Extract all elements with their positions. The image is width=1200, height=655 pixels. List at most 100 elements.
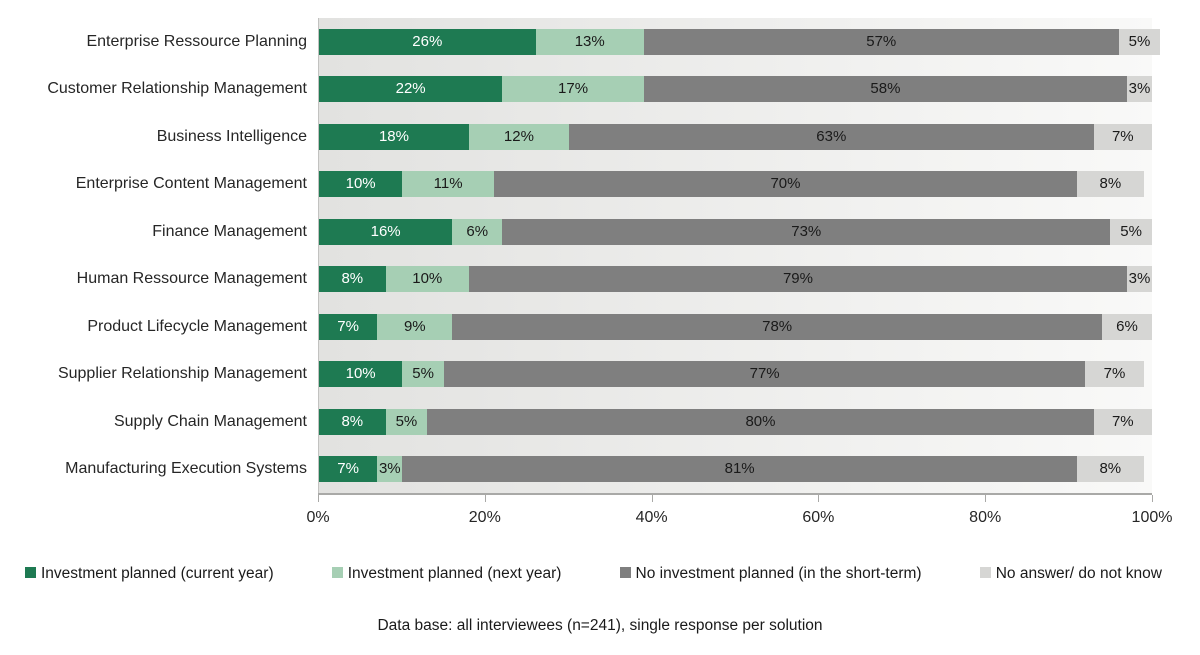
x-axis-tick-label: 20% <box>468 509 501 526</box>
bar-segment-investment-planned-current-year: 22% <box>319 76 503 103</box>
bar-segment-investment-planned-next-year: 11% <box>402 171 494 198</box>
value-label: 77% <box>749 365 780 383</box>
bar-row-finance-management: 16% 6% 73% 5% <box>319 208 1152 256</box>
legend-item-investment-planned-next-year: Investment planned (next year) <box>331 565 562 583</box>
value-label: 5% <box>395 412 418 430</box>
category-label-supplier-relationship-management: Supplier Relationship Management <box>57 365 307 383</box>
bar-segment-no-answer-do-not-know: 3% <box>1126 76 1152 103</box>
bar-segment-no-investment-planned-in-the-short-term: 63% <box>568 123 1094 150</box>
bar-row-enterprise-content-management: 10% 11% 70% 8% <box>319 161 1152 209</box>
legend-label: No answer/ do not know <box>995 565 1162 582</box>
value-label: 80% <box>745 412 776 430</box>
value-label: 7% <box>1111 412 1134 430</box>
value-label: 16% <box>370 222 401 240</box>
bar-segment-investment-planned-current-year: 10% <box>319 171 403 198</box>
bar-segment-investment-planned-next-year: 13% <box>535 28 644 55</box>
value-label: 81% <box>724 460 755 478</box>
legend-item-investment-planned-current-year: Investment planned (current year) <box>25 565 274 583</box>
bar-segment-no-investment-planned-in-the-short-term: 57% <box>643 28 1119 55</box>
category-labels-column: Enterprise Ressource Planning Customer Re… <box>0 18 318 537</box>
bar-segment-investment-planned-current-year: 8% <box>319 408 386 435</box>
legend-swatch-investment-planned-current-year <box>25 566 36 578</box>
legend-item-no-investment-planned-in-the-short-term: No investment planned (in the short-term… <box>619 565 922 583</box>
value-label: 3% <box>1128 270 1151 288</box>
value-label: 7% <box>1111 127 1134 145</box>
bar-segment-investment-planned-next-year: 5% <box>385 408 428 435</box>
value-label: 3% <box>378 460 401 478</box>
bar-segment-investment-planned-current-year: 18% <box>319 123 469 150</box>
category-label-enterprise-content-management: Enterprise Content Management <box>75 175 307 193</box>
value-label: 8% <box>341 270 364 288</box>
category-label-enterprise-ressource-planning: Enterprise Ressource Planning <box>86 32 307 50</box>
value-label: 5% <box>1128 32 1151 50</box>
value-label: 3% <box>1128 80 1151 98</box>
bar-segment-no-answer-do-not-know: 8% <box>1077 456 1144 483</box>
legend-item-no-answer-do-not-know: No answer/ do not know <box>979 565 1162 583</box>
value-label: 73% <box>791 222 822 240</box>
category-label-finance-management: Finance Management <box>152 222 307 240</box>
bar-row-customer-relationship-management: 22% 17% 58% 3% <box>319 66 1152 114</box>
value-label: 10% <box>345 365 376 383</box>
value-label: 7% <box>337 317 359 335</box>
bar-segment-investment-planned-current-year: 8% <box>319 266 386 293</box>
bar-segment-investment-planned-current-year: 26% <box>319 28 536 55</box>
value-label: 6% <box>466 222 489 240</box>
value-label: 7% <box>1103 365 1126 383</box>
value-label: 26% <box>412 32 443 50</box>
bar-segment-no-answer-do-not-know: 7% <box>1093 408 1152 435</box>
category-label-business-intelligence: Business Intelligence <box>156 127 307 145</box>
x-axis-tick <box>318 495 319 502</box>
bar-segment-investment-planned-next-year: 10% <box>385 266 469 293</box>
legend-label: Investment planned (next year) <box>347 565 562 582</box>
value-label: 11% <box>433 175 463 193</box>
plot-column: 26% 13% 57% 5% 22% 17% 58% 3% 18% 12% 63% 7% 10% 11% 7… <box>306 18 1200 537</box>
category-label-product-lifecycle-management: Product Lifecycle Management <box>87 317 307 335</box>
x-axis-tick-label: 60% <box>802 509 835 526</box>
chart-body: Enterprise Ressource Planning Customer Re… <box>0 18 1200 537</box>
value-label: 5% <box>412 365 434 383</box>
x-axis-tick-label: 0% <box>306 509 330 526</box>
value-label: 18% <box>378 127 409 145</box>
bar-segment-no-investment-planned-in-the-short-term: 79% <box>468 266 1127 293</box>
footnote: Data base: all interviewees (n=241), sin… <box>377 617 823 634</box>
value-label: 12% <box>503 127 534 145</box>
bar-segment-no-answer-do-not-know: 6% <box>1102 313 1152 340</box>
bar-row-business-intelligence: 18% 12% 63% 7% <box>319 113 1152 161</box>
value-label: 5% <box>1120 222 1142 240</box>
x-axis-tick <box>651 495 653 502</box>
value-label: 8% <box>1099 460 1122 478</box>
category-label-human-ressource-management: Human Ressource Management <box>76 270 307 288</box>
bar-row-enterprise-ressource-planning: 26% 13% 57% 5% <box>319 18 1161 66</box>
legend-label: Investment planned (current year) <box>41 565 274 582</box>
value-label: 8% <box>341 412 364 430</box>
bar-row-manufacturing-execution-systems: 7% 3% 81% 8% <box>319 446 1152 494</box>
bar-segment-no-investment-planned-in-the-short-term: 77% <box>443 361 1086 388</box>
x-axis-tick <box>985 495 987 502</box>
value-label: 10% <box>412 270 443 288</box>
x-axis-tick-label: 80% <box>969 509 1002 526</box>
bar-segment-investment-planned-next-year: 17% <box>502 76 644 103</box>
bar-segment-no-answer-do-not-know: 3% <box>1126 266 1152 293</box>
bar-segment-investment-planned-next-year: 12% <box>468 123 569 150</box>
bar-segment-investment-planned-next-year: 5% <box>402 361 444 388</box>
value-label: 6% <box>1116 317 1138 335</box>
value-label: 70% <box>770 175 801 193</box>
bar-segment-investment-planned-next-year: 3% <box>377 456 403 483</box>
bar-row-product-lifecycle-management: 7% 9% 78% 6% <box>319 303 1152 351</box>
value-label: 22% <box>395 80 426 98</box>
value-label: 78% <box>762 317 793 335</box>
legend-swatch-investment-planned-next-year <box>331 566 343 578</box>
bar-segment-no-investment-planned-in-the-short-term: 73% <box>502 218 1111 245</box>
bar-segment-no-investment-planned-in-the-short-term: 58% <box>643 76 1127 103</box>
x-axis-tick <box>1152 495 1153 502</box>
value-label: 63% <box>816 127 847 145</box>
x-axis-tick <box>484 495 486 502</box>
bar-segment-no-answer-do-not-know: 7% <box>1085 361 1144 388</box>
category-label-supply-chain-management: Supply Chain Management <box>113 412 307 430</box>
bar-segment-no-answer-do-not-know: 5% <box>1110 218 1152 245</box>
bar-segment-investment-planned-next-year: 9% <box>377 313 453 340</box>
value-label: 10% <box>345 175 376 193</box>
x-axis-tick <box>818 495 820 502</box>
x-axis-tick-label: 100% <box>1131 509 1173 526</box>
